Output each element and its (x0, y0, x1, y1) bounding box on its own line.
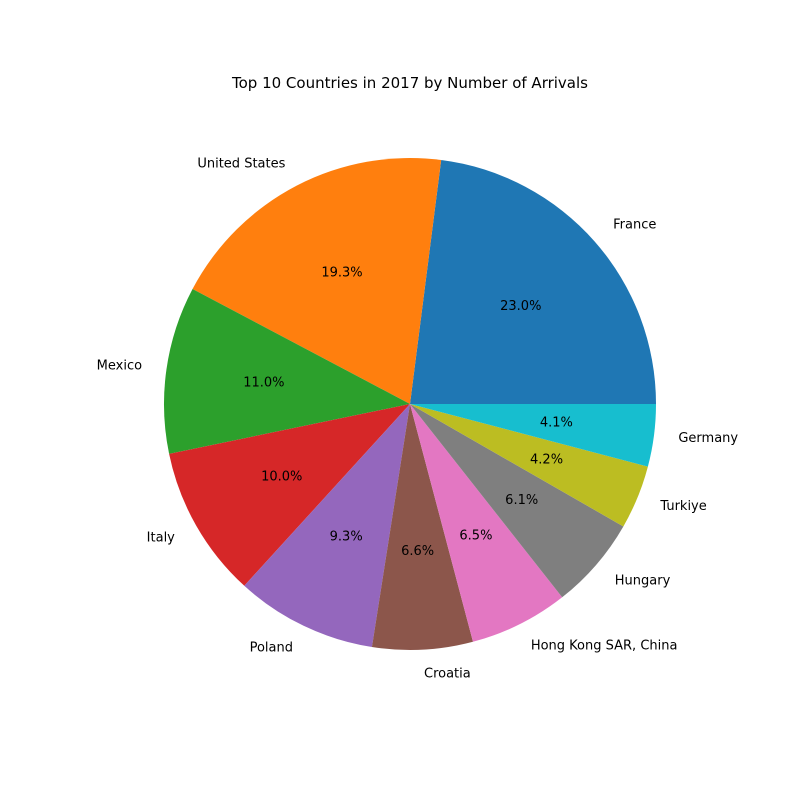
slice-percent-turkiye: 4.2% (530, 453, 563, 468)
slice-percent-hong-kong-sar-china: 6.5% (459, 529, 492, 544)
slice-label-turkiye: Turkiye (659, 499, 706, 514)
slice-percent-hungary: 6.1% (505, 493, 538, 508)
slice-label-croatia: Croatia (424, 667, 471, 682)
slice-percent-germany: 4.1% (540, 415, 573, 430)
slice-percent-france: 23.0% (500, 299, 541, 314)
slice-label-germany: Germany (678, 431, 738, 446)
slice-percent-united-states: 19.3% (321, 265, 362, 280)
pie-slice-croatia (371, 404, 473, 651)
pie-slice-hong-kong-sar-china (410, 404, 563, 642)
slice-label-italy: Italy (147, 530, 176, 545)
slice-percent-croatia: 6.6% (401, 544, 434, 559)
pie-slice-germany (410, 404, 656, 467)
pie-slice-turkiye (410, 404, 648, 527)
slice-label-united-states: United States (197, 156, 285, 171)
chart-title: Top 10 Countries in 2017 by Number of Ar… (231, 74, 588, 92)
pie-slice-united-states (192, 157, 442, 404)
pie-labels: France 23.0% United States 19.3% Mexico 11.0%… (97, 156, 739, 681)
pie-slice-france (410, 159, 656, 404)
slice-percent-poland: 9.3% (330, 530, 363, 545)
slice-label-france: France (613, 218, 656, 233)
slice-percent-italy: 10.0% (261, 470, 302, 485)
pie-slice-poland (244, 404, 410, 648)
slice-label-hong-kong-sar-china: Hong Kong SAR, China (531, 639, 678, 654)
slice-label-poland: Poland (250, 640, 293, 655)
slice-label-hungary: Hungary (615, 573, 671, 588)
pie-slice-hungary (410, 404, 624, 598)
pie-slices (164, 157, 656, 651)
pie-slice-italy (169, 404, 410, 586)
pie-slice-mexico (164, 289, 410, 454)
slice-label-mexico: Mexico (97, 358, 142, 373)
slice-percent-mexico: 11.0% (243, 376, 284, 391)
